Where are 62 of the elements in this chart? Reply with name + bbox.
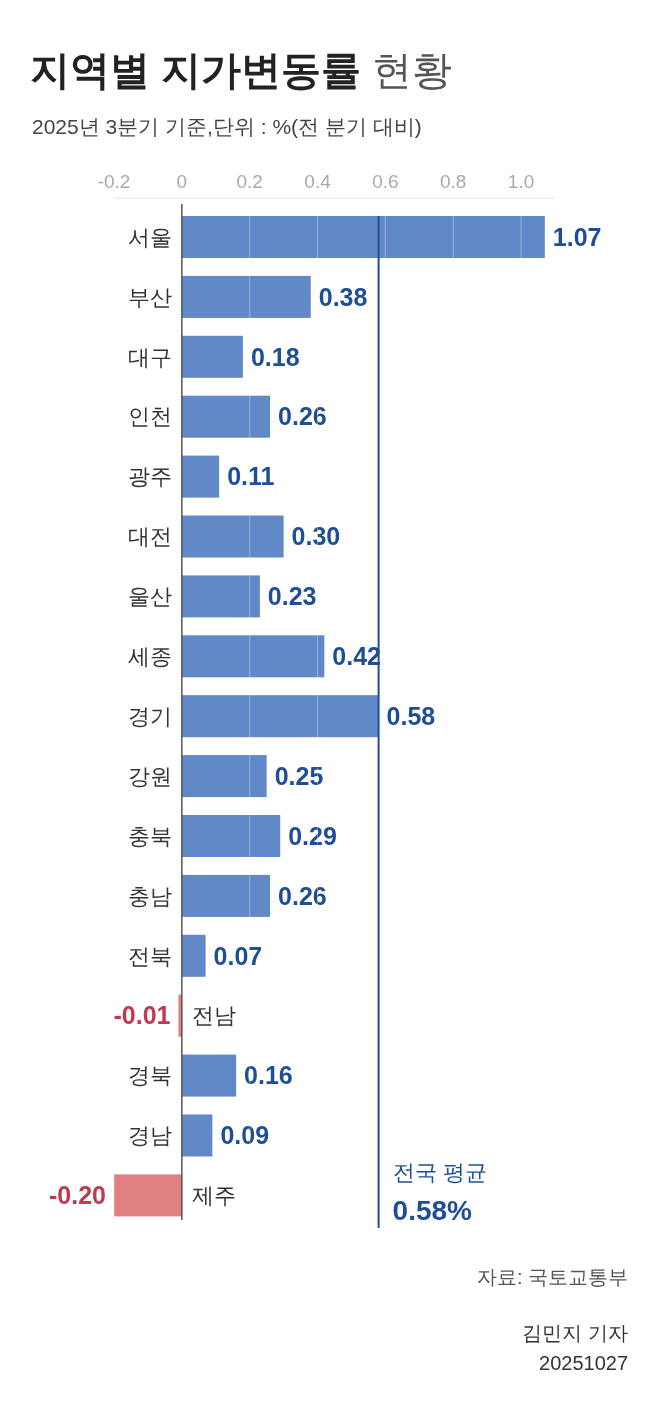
x-tick-label: -0.2 bbox=[97, 171, 131, 192]
bar bbox=[181, 815, 281, 857]
data-label: 0.16 bbox=[244, 1061, 293, 1090]
ref-line-label: 전국 평균 0.58% bbox=[392, 1160, 487, 1226]
y-tick-label: 전남 bbox=[191, 1003, 236, 1029]
bar bbox=[181, 1114, 213, 1157]
chart-title: 지역별 지가변동률 현황 bbox=[30, 48, 453, 92]
text: 자료: 국토교통부 bbox=[476, 1266, 628, 1288]
data-label: 0.11 bbox=[227, 462, 275, 491]
data-label: 0.07 bbox=[213, 941, 263, 970]
y-tick-label: 제주 bbox=[191, 1183, 236, 1209]
text: 김민지 기자 bbox=[522, 1322, 628, 1344]
x-tick-label: 0.6 bbox=[372, 171, 399, 192]
data-label: 0.18 bbox=[250, 342, 300, 371]
x-tick-label: 0 bbox=[176, 171, 188, 192]
y-tick-label: 대구 bbox=[127, 344, 172, 370]
y-tick-label: 세종 bbox=[127, 644, 172, 669]
y-tick-label: 광주 bbox=[127, 464, 172, 490]
y-tick-label: 울산 bbox=[127, 584, 172, 610]
data-label: 0.25 bbox=[274, 761, 324, 790]
x-tick-label: 1.0 bbox=[507, 171, 535, 192]
y-tick-label: 충남 bbox=[127, 883, 172, 909]
x-tick-label: 0.2 bbox=[236, 171, 263, 192]
bar bbox=[181, 395, 271, 438]
data-label: 0.58 bbox=[386, 701, 436, 730]
x-tick-label: 0.8 bbox=[440, 171, 467, 192]
bar bbox=[181, 275, 311, 318]
bar bbox=[181, 575, 260, 618]
data-label: -0.01 bbox=[113, 1001, 171, 1030]
bar bbox=[181, 335, 243, 378]
bar bbox=[181, 695, 379, 738]
y-tick-label: 충북 bbox=[127, 823, 172, 849]
bar bbox=[181, 1054, 237, 1097]
y-tick-label: 대전 bbox=[127, 524, 172, 550]
data-label: 0.29 bbox=[288, 821, 337, 850]
bar bbox=[181, 515, 284, 558]
y-tick-label: 강원 bbox=[127, 763, 172, 789]
y-tick-label: 경기 bbox=[127, 703, 172, 729]
bar bbox=[181, 216, 545, 258]
data-label: 0.26 bbox=[278, 881, 327, 910]
y-tick-label: 서울 bbox=[127, 224, 172, 250]
data-label: 0.23 bbox=[267, 582, 317, 611]
bar bbox=[181, 635, 325, 678]
bar bbox=[114, 1174, 182, 1217]
bar bbox=[181, 874, 271, 917]
x-tick-label: 0.4 bbox=[304, 171, 332, 192]
data-label: 0.30 bbox=[291, 522, 341, 551]
data-label: -0.20 bbox=[49, 1181, 106, 1210]
y-tick-label: 경남 bbox=[127, 1123, 172, 1149]
bar bbox=[181, 934, 206, 977]
bar bbox=[181, 755, 267, 798]
text: 20251027 bbox=[539, 1352, 628, 1374]
bar bbox=[181, 455, 220, 498]
data-label: 1.07 bbox=[552, 222, 602, 251]
data-label: 0.26 bbox=[278, 402, 327, 431]
y-tick-label: 경북 bbox=[127, 1063, 172, 1089]
y-tick-label: 인천 bbox=[127, 404, 172, 430]
data-label: 0.38 bbox=[318, 282, 368, 311]
chart-subtitle: 2025년 3분기 기준,단위 : %(전 분기 대비) bbox=[32, 115, 422, 138]
y-tick-label: 부산 bbox=[127, 284, 172, 310]
y-tick-label: 전북 bbox=[127, 943, 172, 969]
data-label: 0.09 bbox=[220, 1121, 270, 1150]
